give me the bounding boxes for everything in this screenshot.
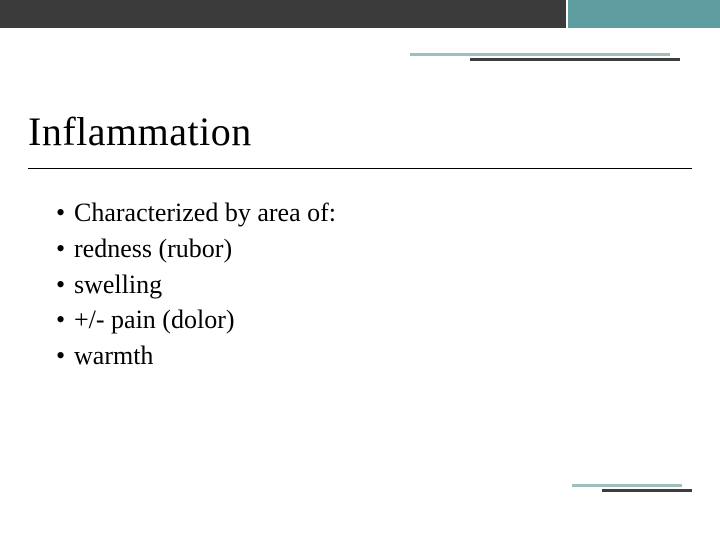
bullet-dot-icon: • (56, 232, 74, 266)
bullet-item: •warmth (56, 339, 336, 373)
bullet-text: redness (rubor) (74, 232, 232, 266)
slide-title: Inflammation (28, 108, 252, 155)
bullet-dot-icon: • (56, 268, 74, 302)
bullet-text: Characterized by area of: (74, 196, 336, 230)
bullet-dot-icon: • (56, 339, 74, 373)
slide: Inflammation •Characterized by area of:•… (0, 0, 720, 540)
bullet-item: •swelling (56, 268, 336, 302)
bullet-text: swelling (74, 268, 162, 302)
bullet-dot-icon: • (56, 196, 74, 230)
top-band-teal (568, 0, 720, 28)
accent-bar (470, 58, 680, 61)
accent-bar (602, 489, 692, 492)
bullet-item: •redness (rubor) (56, 232, 336, 266)
bullet-text: warmth (74, 339, 153, 373)
bullet-text: +/- pain (dolor) (74, 303, 235, 337)
bullet-item: •Characterized by area of: (56, 196, 336, 230)
bullet-dot-icon: • (56, 303, 74, 337)
accent-bar (410, 53, 670, 56)
bullet-list: •Characterized by area of:•redness (rubo… (56, 196, 336, 375)
bullet-item: •+/- pain (dolor) (56, 303, 336, 337)
title-underline (28, 168, 692, 169)
top-band-dark (0, 0, 566, 28)
accent-bar (572, 484, 682, 487)
